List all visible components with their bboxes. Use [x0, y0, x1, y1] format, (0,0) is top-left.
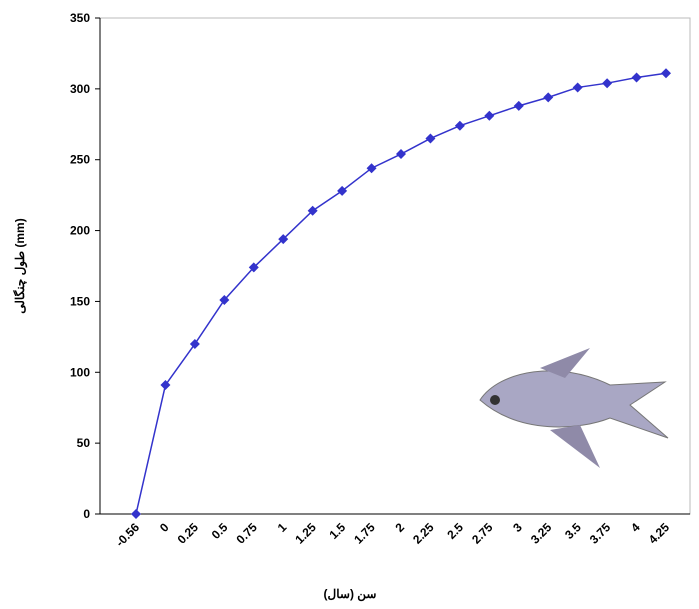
x-tick-label: 3.75	[587, 520, 614, 547]
x-tick-label: 0.5	[209, 520, 231, 542]
data-point	[131, 509, 141, 519]
y-tick-label: 50	[77, 436, 91, 450]
x-tick-label: 1	[275, 520, 290, 535]
x-tick-label: 0.25	[175, 520, 202, 547]
y-axis-label: طول چنگالی (mm)	[12, 218, 28, 313]
x-tick-label: 3	[510, 520, 525, 535]
x-tick-label: -0.56	[113, 520, 142, 549]
data-point	[278, 234, 289, 245]
data-point	[543, 92, 554, 103]
data-point	[425, 133, 436, 144]
x-tick-label: 3.5	[562, 520, 584, 542]
y-tick-label: 300	[70, 82, 90, 96]
x-tick-label: 2.5	[444, 520, 466, 542]
plot-frame	[99, 17, 691, 515]
data-point	[631, 72, 642, 83]
data-point	[219, 295, 230, 306]
data-point	[661, 68, 671, 79]
data-point	[602, 78, 613, 89]
x-tick-label: 2.25	[410, 520, 437, 547]
x-tick-label: 1.5	[327, 520, 349, 542]
x-axis-label: سن (سال)	[324, 587, 377, 602]
data-point	[454, 120, 465, 131]
data-point	[189, 338, 200, 349]
x-tick-label: 1.75	[351, 520, 378, 547]
x-tick-label: 4.25	[646, 520, 673, 547]
data-point	[248, 262, 259, 273]
data-point	[337, 185, 348, 196]
x-tick-label: 2.75	[469, 520, 496, 547]
data-point	[307, 205, 318, 216]
y-tick-label: 200	[70, 224, 90, 238]
x-tick-label: 0.75	[233, 520, 260, 547]
y-tick-label: 350	[70, 11, 90, 25]
x-tick-label: 4	[628, 520, 643, 535]
fish-illustration	[479, 348, 669, 468]
x-tick-label: 3.25	[528, 520, 555, 547]
data-point	[572, 82, 583, 93]
y-tick-label: 0	[83, 507, 90, 521]
x-tick-label: 2	[392, 520, 407, 535]
x-tick-label: 0	[157, 520, 172, 535]
data-point	[366, 163, 377, 174]
y-tick-label: 100	[70, 365, 90, 379]
data-point	[160, 380, 171, 391]
data-point	[513, 100, 524, 111]
x-tick-label: 1.25	[292, 520, 319, 547]
data-point	[396, 149, 406, 160]
y-tick-label: 150	[70, 294, 90, 308]
y-tick-label: 250	[70, 153, 90, 167]
data-point	[484, 110, 495, 121]
